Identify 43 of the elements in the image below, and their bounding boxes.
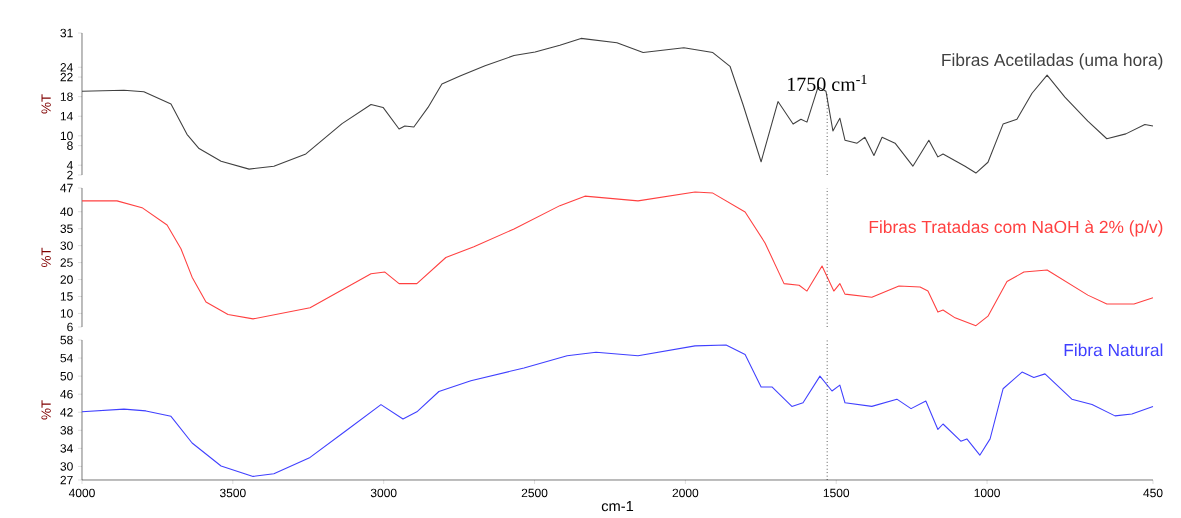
y-axis-title: %T [41,94,51,114]
y-tick-label: 54 [60,353,73,363]
ref-line-label: 1750 cm$^{-1}$ [788,74,867,92]
y-tick-label: 42 [60,408,73,417]
text: Fibras Tratadas com NaOH à 2% (p/v) [869,220,1163,237]
x-tick-label: 1000 [974,488,1000,498]
y-tick-label: 25 [60,258,73,267]
y-tick-label: 30 [60,462,73,471]
x-tick-label: 4000 [68,488,95,498]
x-tick-label: 2500 [521,488,548,498]
x-tick-label: 450 [1143,488,1163,498]
y-tick-label: 22 [60,72,73,82]
x-tick-label: 1500 [823,488,850,498]
series-label: Fibras Acetiladas (uma hora) [942,53,1163,70]
y-tick-label: 10 [60,131,73,141]
x-tick-label: 3500 [219,488,246,498]
y-tick-label: 47 [60,183,73,193]
y-tick-label: 30 [60,241,73,250]
y-tick-label: 8 [67,141,73,150]
y-axis-title: %T [41,247,51,268]
y-tick-label: 24 [60,63,73,72]
y-tick-label: 18 [60,92,73,101]
y-axis-title: %T [41,400,51,420]
x-tick-label: 2000 [672,488,699,498]
x-axis-title: cm-1 [601,501,634,512]
series-label: Fibra Natural [1064,343,1163,357]
y-tick-label: 50 [60,371,73,381]
y-tick-label: 20 [60,275,73,284]
y-tick-label: 27 [60,475,73,485]
x-tick-label: 3000 [370,488,397,498]
y-tick-label: 40 [60,207,73,216]
y-tick-label: 2 [67,170,73,180]
y-tick-label: 58 [60,335,73,345]
y-tick-label: 15 [60,292,73,301]
y-tick-label: 35 [60,224,73,233]
y-tick-label: 6 [67,322,73,332]
y-tick-label: 10 [60,309,73,318]
y-tick-label: 34 [60,444,73,453]
y-tick-label: 4 [66,161,73,170]
y-tick-label: 31 [60,28,73,38]
y-tick-label: 46 [60,389,73,399]
y-tick-label: 38 [60,426,73,435]
y-tick-label: 14 [60,112,73,121]
